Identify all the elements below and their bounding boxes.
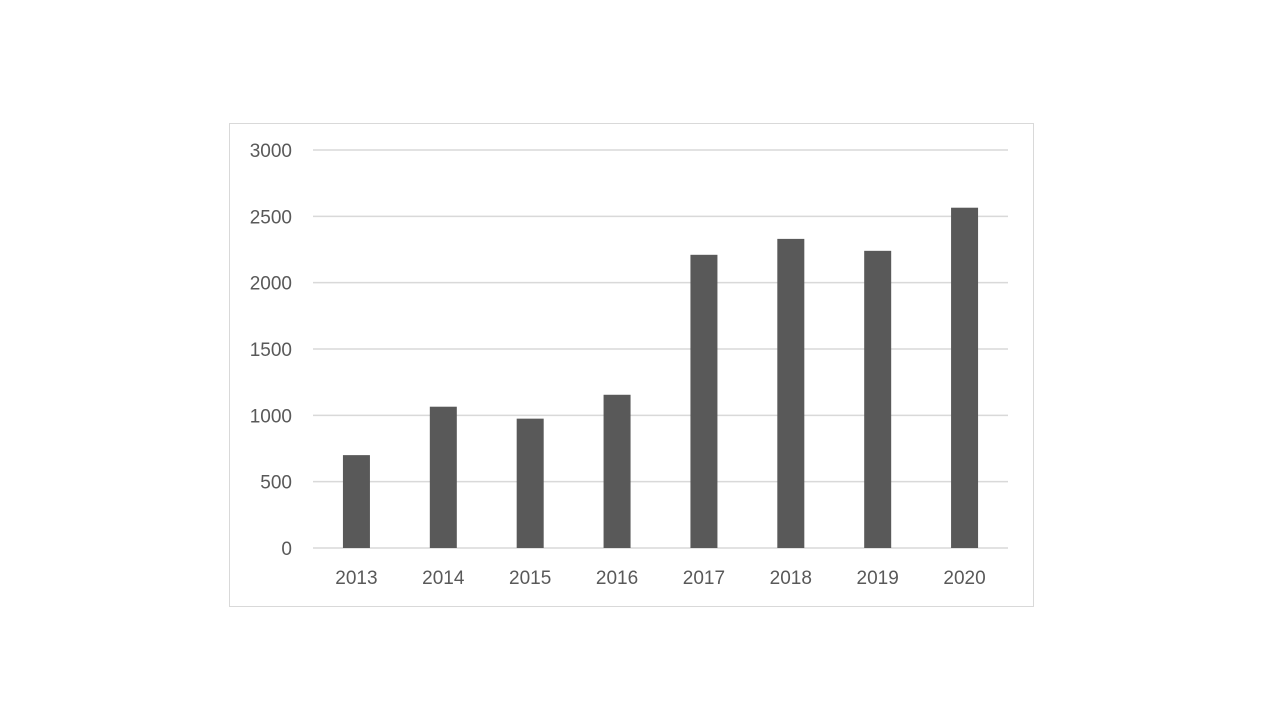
x-tick-label: 2018 — [770, 568, 812, 589]
x-axis-tick-labels: 2013 2014 2015 2016 2017 2018 2019 2020 — [335, 568, 985, 589]
x-tick-label: 2019 — [857, 568, 899, 589]
y-tick-label: 1000 — [250, 406, 292, 427]
bar-2016 — [603, 394, 631, 548]
y-tick-label: 500 — [260, 473, 292, 494]
y-tick-label: 2000 — [250, 274, 292, 295]
bar-2015 — [516, 418, 544, 548]
bar-2014 — [429, 406, 457, 548]
x-tick-label: 2015 — [509, 568, 551, 589]
x-tick-label: 2014 — [422, 568, 465, 589]
y-tick-label: 1500 — [250, 340, 292, 361]
bar-2019 — [864, 250, 892, 548]
x-tick-label: 2017 — [683, 568, 725, 589]
bar-2018 — [777, 238, 805, 549]
x-tick-label: 2013 — [335, 568, 377, 589]
y-axis-tick-labels: 0 500 1000 1500 2000 2500 3000 — [250, 141, 292, 560]
bar-2020 — [951, 207, 979, 548]
x-tick-label: 2020 — [943, 568, 985, 589]
y-tick-label: 3000 — [250, 141, 292, 162]
gridlines — [313, 149, 1008, 549]
y-tick-label: 2500 — [250, 207, 292, 228]
x-tick-label: 2016 — [596, 568, 638, 589]
bars — [342, 207, 979, 549]
bar-2017 — [690, 254, 718, 548]
y-tick-label: 0 — [281, 539, 292, 560]
bar-2013 — [342, 455, 370, 548]
